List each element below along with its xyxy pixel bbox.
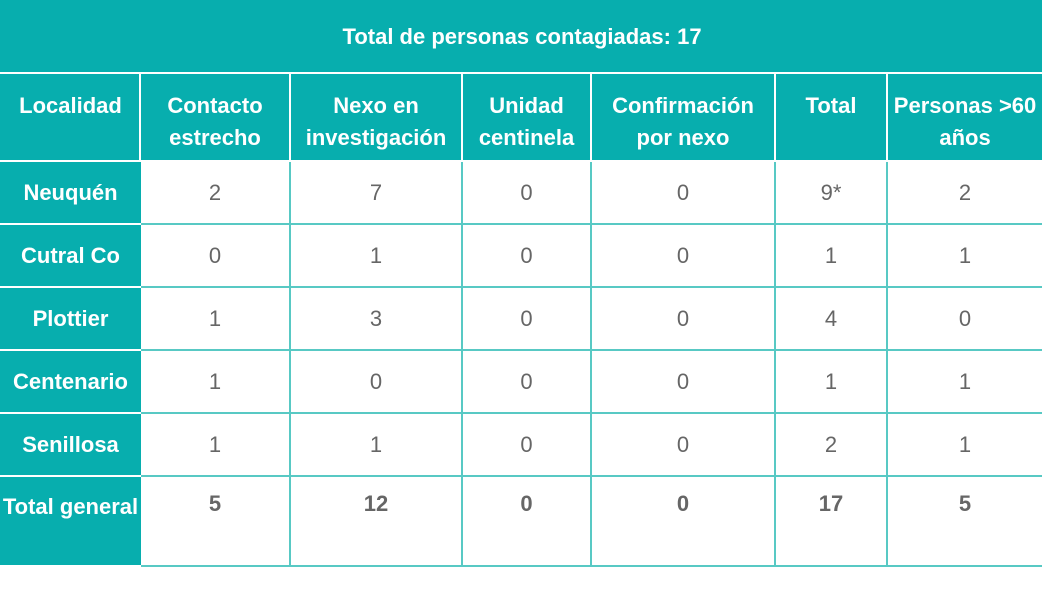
cell-confirmacion-por-nexo: 0 — [590, 223, 776, 288]
cell-confirmacion-por-nexo: 0 — [590, 286, 776, 351]
row-localidad: Plottier — [0, 286, 141, 351]
row-localidad: Senillosa — [0, 412, 141, 477]
cell-unidad-centinela: 0 — [461, 349, 592, 414]
total-nexo-en-investigacion: 12 — [289, 475, 463, 567]
total-unidad-centinela: 0 — [461, 475, 592, 567]
cell-nexo-en-investigacion: 7 — [289, 160, 463, 225]
total-contacto-estrecho: 5 — [139, 475, 291, 567]
cell-personas-60: 1 — [885, 349, 1042, 414]
column-header-nexo-en-investigacion: Nexo en investigación — [289, 72, 463, 162]
column-header-unidad-centinela: Unidad centinela — [461, 72, 592, 162]
cell-personas-60: 0 — [885, 286, 1042, 351]
cell-confirmacion-por-nexo: 0 — [590, 349, 776, 414]
total-general-label: Total general — [0, 475, 141, 567]
cell-unidad-centinela: 0 — [461, 160, 592, 225]
total-total: 17 — [774, 475, 888, 567]
table-title: Total de personas contagiadas: 17 — [0, 0, 1042, 74]
cell-total: 2 — [774, 412, 888, 477]
column-header-localidad: Localidad — [0, 72, 141, 162]
cell-confirmacion-por-nexo: 0 — [590, 412, 776, 477]
cell-total: 1 — [774, 349, 888, 414]
table-row: Plottier 1 3 0 0 4 0 — [0, 286, 1042, 351]
cell-contacto-estrecho: 0 — [139, 223, 291, 288]
cell-confirmacion-por-nexo: 0 — [590, 160, 776, 225]
cell-nexo-en-investigacion: 1 — [289, 223, 463, 288]
cell-unidad-centinela: 0 — [461, 412, 592, 477]
row-localidad: Centenario — [0, 349, 141, 414]
cell-nexo-en-investigacion: 0 — [289, 349, 463, 414]
cell-total: 1 — [774, 223, 888, 288]
table-row: Neuquén 2 7 0 0 9* 2 — [0, 160, 1042, 225]
cell-personas-60: 1 — [885, 223, 1042, 288]
cell-total: 9* — [774, 160, 888, 225]
column-header-total: Total — [774, 72, 888, 162]
cell-contacto-estrecho: 2 — [139, 160, 291, 225]
column-header-contacto-estrecho: Contacto estrecho — [139, 72, 291, 162]
total-personas-60: 5 — [885, 475, 1042, 567]
total-confirmacion-por-nexo: 0 — [590, 475, 776, 567]
column-header-personas-60: Personas >60 años — [885, 72, 1042, 162]
cell-contacto-estrecho: 1 — [139, 412, 291, 477]
contagion-table: Total de personas contagiadas: 17 Locali… — [0, 0, 1042, 567]
cell-nexo-en-investigacion: 3 — [289, 286, 463, 351]
cell-personas-60: 1 — [885, 412, 1042, 477]
cell-unidad-centinela: 0 — [461, 286, 592, 351]
cell-contacto-estrecho: 1 — [139, 349, 291, 414]
total-general-row: Total general 5 12 0 0 17 5 — [0, 475, 1042, 567]
row-localidad: Cutral Co — [0, 223, 141, 288]
cell-total: 4 — [774, 286, 888, 351]
title-row: Total de personas contagiadas: 17 — [0, 0, 1042, 74]
table-row: Cutral Co 0 1 0 0 1 1 — [0, 223, 1042, 288]
header-row: Localidad Contacto estrecho Nexo en inve… — [0, 72, 1042, 162]
contagion-table-container: Total de personas contagiadas: 17 Locali… — [0, 0, 1042, 567]
table-row: Senillosa 1 1 0 0 2 1 — [0, 412, 1042, 477]
table-row: Centenario 1 0 0 0 1 1 — [0, 349, 1042, 414]
cell-unidad-centinela: 0 — [461, 223, 592, 288]
cell-personas-60: 2 — [885, 160, 1042, 225]
column-header-confirmacion-por-nexo: Confirmación por nexo — [590, 72, 776, 162]
cell-contacto-estrecho: 1 — [139, 286, 291, 351]
row-localidad: Neuquén — [0, 160, 141, 225]
cell-nexo-en-investigacion: 1 — [289, 412, 463, 477]
